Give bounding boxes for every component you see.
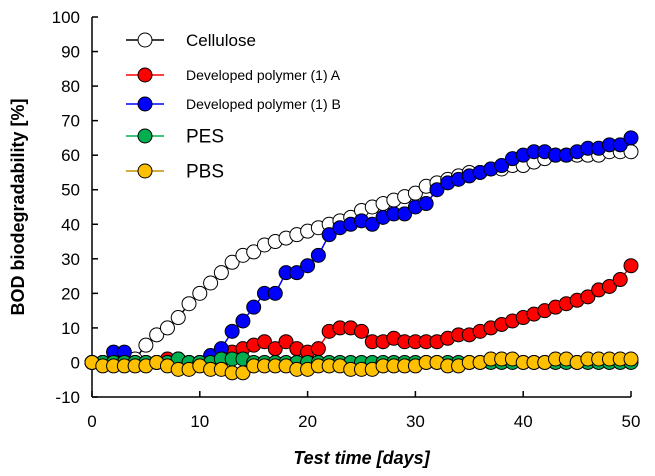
data-point [310, 247, 326, 263]
data-point [612, 137, 628, 153]
data-point [623, 130, 639, 146]
y-tick-label: 40 [61, 215, 80, 234]
y-tick-label: 90 [61, 43, 80, 62]
data-point [181, 296, 197, 312]
legend-label: PBS [186, 162, 224, 183]
data-point [267, 285, 283, 301]
y-tick-label: 30 [61, 250, 80, 269]
data-point [601, 278, 617, 294]
data-point [159, 320, 175, 336]
data-point [170, 310, 186, 326]
y-tick-label: 20 [61, 284, 80, 303]
y-tick-label: 70 [61, 112, 80, 131]
y-tick-label: 60 [61, 146, 80, 165]
data-point [289, 265, 305, 281]
data-point [623, 258, 639, 274]
data-point [235, 313, 251, 329]
legend-marker [137, 32, 153, 48]
legend-item: PES [126, 127, 224, 148]
legend-item: Developed polymer (1) B [126, 96, 341, 112]
legend-marker [137, 67, 153, 83]
data-point [623, 351, 639, 367]
data-point [321, 227, 337, 243]
data-point [429, 182, 445, 198]
data-point [278, 334, 294, 350]
legend-label: Developed polymer (1) B [186, 96, 341, 112]
data-point [310, 341, 326, 357]
data-point [354, 323, 369, 339]
data-point [418, 196, 434, 212]
data-point [224, 323, 240, 339]
x-tick-label: 50 [622, 412, 641, 431]
x-tick-label: 40 [514, 412, 533, 431]
data-point [256, 334, 272, 350]
legend: Cellulose Developed polymer (1) A Develope… [126, 31, 341, 183]
data-point [138, 337, 154, 353]
data-point [364, 216, 380, 232]
y-tick-label: 100 [52, 8, 80, 27]
data-point [612, 272, 628, 288]
data-point [494, 158, 510, 174]
tick-labels: -10 0 10 20 30 40 50 60 70 80 90 100 0 10 20 30 40 50 [52, 8, 641, 431]
legend-marker [137, 128, 153, 144]
legend-item: Cellulose [126, 31, 256, 50]
series-pbs [84, 351, 639, 381]
data-point [397, 206, 413, 222]
axes [91, 16, 632, 398]
legend-item: Developed polymer (1) A [126, 67, 341, 83]
data-point [235, 365, 251, 381]
data-point [224, 254, 240, 270]
data-point [300, 258, 316, 274]
legend-label: Developed polymer (1) A [186, 67, 341, 83]
x-tick-label: 10 [190, 412, 209, 431]
y-tick-label: 50 [61, 181, 80, 200]
data-point [246, 244, 262, 260]
y-tick-label: -10 [55, 388, 80, 407]
x-tick-label: 30 [406, 412, 425, 431]
data-point [246, 299, 262, 315]
x-tick-label: 20 [298, 412, 317, 431]
x-axis-title: Test time [days] [293, 448, 430, 468]
y-tick-label: 80 [61, 77, 80, 96]
legend-item: PBS [126, 162, 224, 183]
y-tick-label: 10 [61, 319, 80, 338]
data-point [203, 275, 219, 291]
legend-label: Cellulose [186, 31, 256, 50]
legend-marker [137, 96, 153, 112]
legend-marker [137, 163, 153, 179]
data-point [213, 265, 229, 281]
legend-label: PES [186, 127, 224, 148]
y-axis-title: BOD biodegradability [%] [8, 98, 28, 315]
data-point [580, 289, 596, 305]
data-point [192, 285, 208, 301]
y-tick-label: 0 [71, 353, 80, 372]
series-layer [84, 130, 639, 381]
data-point [149, 327, 165, 343]
x-tick-label: 0 [87, 412, 96, 431]
